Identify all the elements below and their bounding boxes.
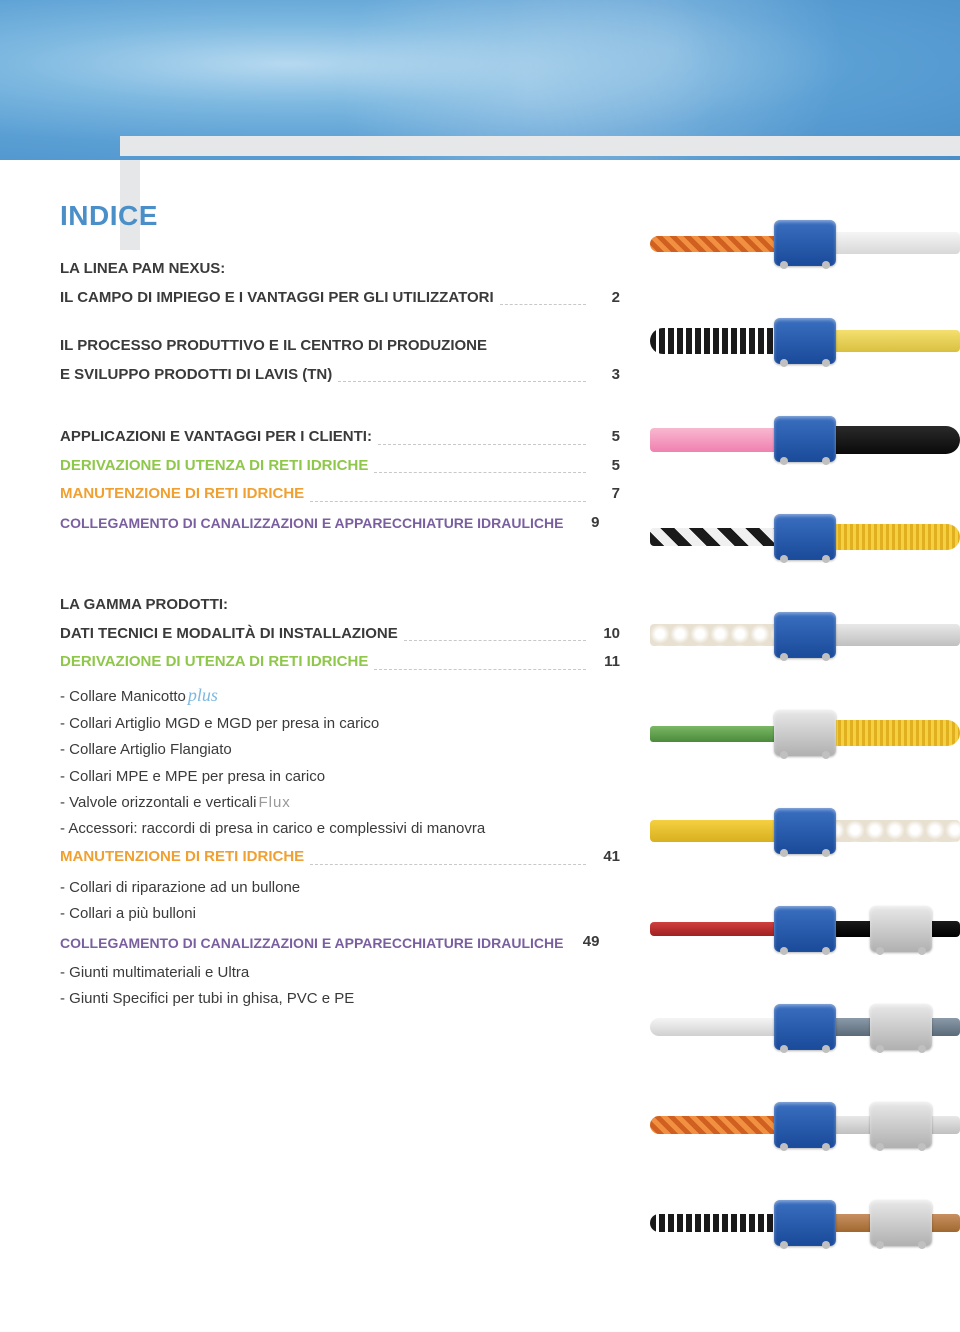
toc-label: MANUTENZIONE DI RETI IDRICHE — [60, 483, 304, 506]
toc-section-heading: APPLICAZIONI E VANTAGGI PER I CLIENTI: 5 — [60, 426, 620, 449]
product-row — [650, 798, 960, 866]
plus-brand: plus — [188, 685, 218, 705]
pipe-fitting — [774, 220, 836, 266]
toc-section-heading: LA GAMMA PRODOTTI: — [60, 594, 620, 617]
toc-sub-item: - Collari di riparazione ad un bullone — [60, 875, 620, 901]
toc-content: INDICE LA LINEA PAM NEXUS: IL CAMPO DI I… — [60, 200, 620, 1012]
toc-section-heading: LA LINEA PAM NEXUS: — [60, 258, 620, 281]
toc-sub-item: - Collare Manicottoplus — [60, 680, 620, 712]
grey-strip — [120, 136, 960, 156]
toc-row: IL PROCESSO PRODUTTIVO E IL CENTRO DI PR… — [60, 335, 620, 358]
toc-row: IL CAMPO DI IMPIEGO E I VANTAGGI PER GLI… — [60, 287, 620, 310]
toc-leader — [310, 501, 586, 502]
toc-row: COLLEGAMENTO DI CANALIZZAZIONI E APPAREC… — [60, 512, 620, 535]
toc-leader — [404, 640, 586, 641]
toc-leader — [378, 444, 586, 445]
pipe-fitting — [774, 416, 836, 462]
toc-label: COLLEGAMENTO DI CANALIZZAZIONI E APPAREC… — [60, 513, 563, 534]
pipe-fitting — [870, 1004, 932, 1050]
toc-sub-item: - Valvole orizzontali e verticaliFlux — [60, 790, 620, 816]
toc-row: DATI TECNICI E MODALITÀ DI INSTALLAZIONE… — [60, 623, 620, 646]
product-row — [650, 1092, 960, 1160]
toc-page: 10 — [592, 623, 620, 646]
product-row — [650, 994, 960, 1062]
toc-sub-item: - Collari MPE e MPE per presa in carico — [60, 764, 620, 790]
pipe-fitting — [774, 514, 836, 560]
toc-row: MANUTENZIONE DI RETI IDRICHE 41 — [60, 846, 620, 869]
toc-page: 5 — [592, 455, 620, 478]
pipe-fitting — [774, 318, 836, 364]
product-row — [650, 504, 960, 572]
pipe-fitting — [774, 808, 836, 854]
pipe-fitting — [774, 1102, 836, 1148]
toc-leader — [338, 381, 586, 382]
toc-label: DERIVAZIONE DI UTENZA DI RETI IDRICHE — [60, 455, 368, 478]
toc-sub-item: - Collari a più bulloni — [60, 901, 620, 927]
toc-label: LA GAMMA PRODOTTI: — [60, 594, 228, 617]
product-row — [650, 406, 960, 474]
toc-label: MANUTENZIONE DI RETI IDRICHE — [60, 846, 304, 869]
product-row — [650, 602, 960, 670]
product-illustrations — [650, 210, 960, 1288]
toc-label: IL CAMPO DI IMPIEGO E I VANTAGGI PER GLI… — [60, 287, 494, 310]
toc-sub-item: - Giunti multimateriali e Ultra — [60, 960, 620, 986]
product-row — [650, 210, 960, 278]
toc-leader — [374, 669, 586, 670]
pipe-fitting — [870, 1102, 932, 1148]
pipe-fitting — [774, 1004, 836, 1050]
toc-page: 49 — [571, 931, 599, 954]
toc-leader — [374, 472, 586, 473]
toc-row: DERIVAZIONE DI UTENZA DI RETI IDRICHE 11 — [60, 651, 620, 674]
product-row — [650, 308, 960, 376]
pipe-fitting — [774, 612, 836, 658]
toc-label: DATI TECNICI E MODALITÀ DI INSTALLAZIONE — [60, 623, 398, 646]
toc-label: E SVILUPPO PRODOTTI DI LAVIS (TN) — [60, 364, 332, 387]
toc-page: 7 — [592, 483, 620, 506]
pipe-fitting — [774, 710, 836, 756]
toc-row: DERIVAZIONE DI UTENZA DI RETI IDRICHE 5 — [60, 455, 620, 478]
toc-label: LA LINEA PAM NEXUS: — [60, 258, 225, 281]
toc-page: 11 — [592, 651, 620, 674]
toc-sub-item: - Giunti Specifici per tubi in ghisa, PV… — [60, 986, 620, 1012]
toc-sub-item: - Collare Artiglio Flangiato — [60, 737, 620, 763]
toc-leader — [310, 864, 586, 865]
toc-page: 3 — [592, 364, 620, 387]
product-row — [650, 896, 960, 964]
toc-leader — [500, 304, 586, 305]
toc-sub-item: - Collari Artiglio MGD e MGD per presa i… — [60, 711, 620, 737]
toc-label: APPLICAZIONI E VANTAGGI PER I CLIENTI: — [60, 426, 372, 449]
pipe-fitting — [774, 1200, 836, 1246]
flux-brand: Flux — [258, 794, 290, 811]
toc-label: IL PROCESSO PRODUTTIVO E IL CENTRO DI PR… — [60, 335, 487, 358]
toc-label: DERIVAZIONE DI UTENZA DI RETI IDRICHE — [60, 651, 368, 674]
pipe-fitting — [870, 906, 932, 952]
toc-page: 9 — [571, 512, 599, 535]
toc-sub-item: - Accessori: raccordi di presa in carico… — [60, 816, 620, 842]
product-row — [650, 700, 960, 768]
pipe-fitting — [774, 906, 836, 952]
product-row — [650, 1190, 960, 1258]
toc-row: E SVILUPPO PRODOTTI DI LAVIS (TN) 3 — [60, 364, 620, 387]
toc-row: MANUTENZIONE DI RETI IDRICHE 7 — [60, 483, 620, 506]
pipe-fitting — [870, 1200, 932, 1246]
page-title: INDICE — [60, 200, 620, 232]
toc-page: 5 — [592, 426, 620, 449]
toc-page: 2 — [592, 287, 620, 310]
toc-row: COLLEGAMENTO DI CANALIZZAZIONI E APPAREC… — [60, 931, 620, 954]
toc-page: 41 — [592, 846, 620, 869]
toc-label: COLLEGAMENTO DI CANALIZZAZIONI E APPAREC… — [60, 933, 563, 954]
